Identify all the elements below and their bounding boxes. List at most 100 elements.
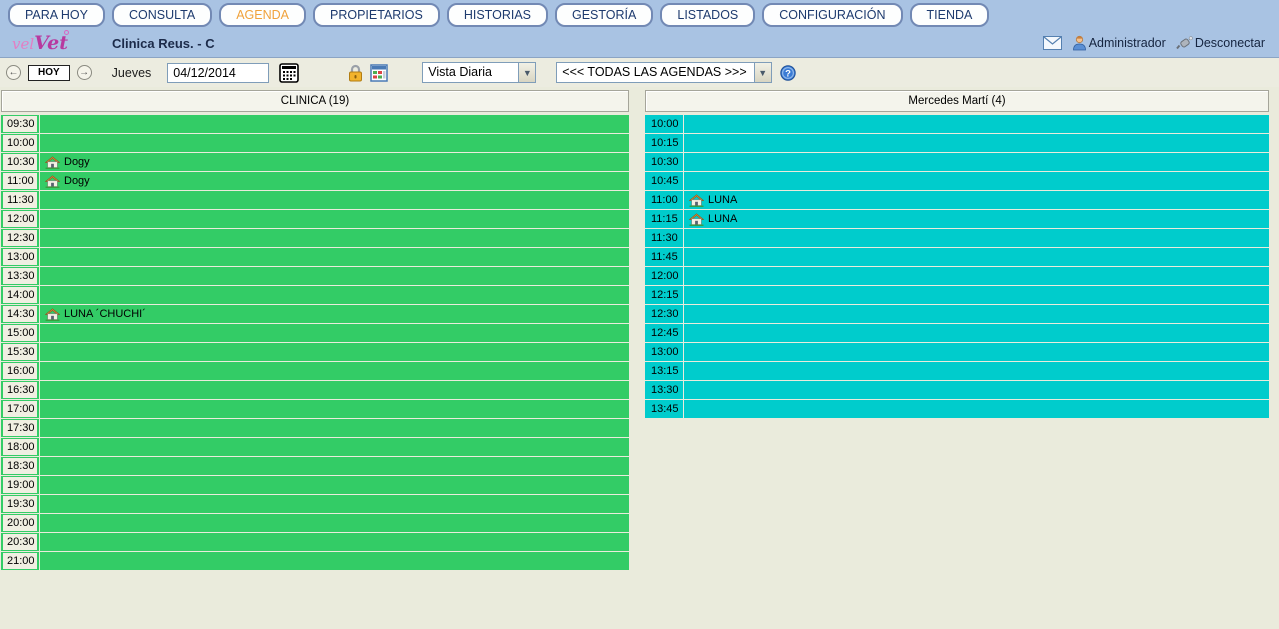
administrator-label[interactable]: Administrador: [1088, 36, 1166, 50]
clinic-title: Clinica Reus. - C: [112, 35, 215, 51]
nav-tab-historias[interactable]: HISTORIAS: [446, 2, 548, 27]
slot-content[interactable]: [39, 533, 629, 551]
slot-content[interactable]: LUNA ´CHUCHI´: [39, 305, 629, 323]
time-slot-row: 14:00: [1, 286, 629, 304]
slot-content[interactable]: [683, 115, 1269, 133]
slot-content[interactable]: LUNA: [683, 191, 1269, 209]
slot-content[interactable]: [683, 153, 1269, 171]
disconnect-button[interactable]: Desconectar: [1176, 35, 1265, 51]
time-slot-row: 11:30: [1, 191, 629, 209]
time-label: 10:30: [645, 153, 683, 171]
time-slot-row: 17:00: [1, 400, 629, 418]
time-label: 17:30: [1, 419, 39, 437]
slot-content[interactable]: [39, 552, 629, 570]
nav-tab-listados[interactable]: LISTADOS: [660, 2, 756, 27]
slot-content[interactable]: [683, 267, 1269, 285]
nav-tab-propietarios[interactable]: PROPIETARIOS: [313, 2, 440, 27]
time-slot-row: 14:30 LUNA ´CHUCHI´: [1, 305, 629, 323]
slot-content[interactable]: [39, 381, 629, 399]
appointment-label[interactable]: Dogy: [64, 175, 90, 187]
slot-content[interactable]: [39, 362, 629, 380]
slot-content[interactable]: [39, 248, 629, 266]
slot-content[interactable]: [683, 248, 1269, 266]
nav-tab-consulta[interactable]: CONSULTA: [111, 2, 213, 27]
slot-content[interactable]: [39, 476, 629, 494]
slot-content[interactable]: [39, 343, 629, 361]
agenda-filter-value: <<< TODAS LAS AGENDAS >>>: [562, 65, 747, 79]
time-label: 11:30: [645, 229, 683, 247]
slot-content[interactable]: [683, 229, 1269, 247]
slot-content[interactable]: [683, 286, 1269, 304]
planning-grid-icon[interactable]: [370, 63, 389, 82]
slot-content[interactable]: [39, 514, 629, 532]
slot-content[interactable]: [39, 210, 629, 228]
chevron-down-icon[interactable]: ▼: [518, 63, 536, 82]
nav-tab-agenda[interactable]: AGENDA: [219, 2, 306, 27]
slot-content[interactable]: [683, 134, 1269, 152]
view-mode-select[interactable]: Vista Diaria ▼: [422, 62, 537, 83]
slot-content[interactable]: [683, 381, 1269, 399]
slot-content[interactable]: [39, 324, 629, 342]
time-label: 12:30: [645, 305, 683, 323]
administrator-user[interactable]: Administrador: [1072, 35, 1166, 51]
time-label: 09:30: [1, 115, 39, 133]
slot-content[interactable]: [39, 229, 629, 247]
slot-content[interactable]: [39, 115, 629, 133]
time-slot-row: 12:30: [645, 305, 1269, 323]
slot-content[interactable]: [683, 362, 1269, 380]
time-slot-row: 13:00: [645, 343, 1269, 361]
time-label: 13:15: [645, 362, 683, 380]
slot-content[interactable]: [39, 267, 629, 285]
time-label: 16:00: [1, 362, 39, 380]
mail-icon[interactable]: [1042, 36, 1062, 50]
agenda-title: CLINICA (19): [1, 90, 629, 112]
appointment-label[interactable]: LUNA ´CHUCHI´: [64, 308, 146, 320]
slot-content[interactable]: [39, 191, 629, 209]
appointment-label[interactable]: LUNA: [708, 213, 738, 225]
time-label: 12:00: [645, 267, 683, 285]
previous-day-button[interactable]: ←: [6, 65, 21, 80]
slot-content[interactable]: [683, 343, 1269, 361]
today-button[interactable]: HOY: [28, 64, 70, 81]
lock-icon[interactable]: [347, 64, 364, 82]
slot-content[interactable]: [683, 400, 1269, 418]
house-icon: [689, 193, 704, 207]
slot-content[interactable]: Dogy: [39, 153, 629, 171]
slot-content[interactable]: [39, 134, 629, 152]
nav-tab-tienda[interactable]: TIENDA: [909, 2, 990, 27]
slot-content[interactable]: [39, 419, 629, 437]
appointment-label[interactable]: Dogy: [64, 156, 90, 168]
agenda-column: Mercedes Martí (4) 10:00 10:15 10:30 10:45 1…: [645, 90, 1269, 419]
help-icon[interactable]: ?: [779, 64, 796, 81]
time-slot-row: 10:00: [1, 134, 629, 152]
slot-content[interactable]: [39, 438, 629, 456]
slot-content[interactable]: [39, 495, 629, 513]
time-slot-row: 20:30: [1, 533, 629, 551]
slot-content[interactable]: LUNA: [683, 210, 1269, 228]
slot-content[interactable]: [39, 286, 629, 304]
agenda-filter-select[interactable]: <<< TODAS LAS AGENDAS >>> ▼: [556, 62, 772, 83]
time-label: 15:30: [1, 343, 39, 361]
chevron-down-icon[interactable]: ▼: [753, 63, 771, 82]
disconnect-label[interactable]: Desconectar: [1194, 36, 1265, 50]
slot-content[interactable]: [683, 172, 1269, 190]
time-label: 10:30: [1, 153, 39, 171]
slot-content[interactable]: [39, 457, 629, 475]
appointment-label[interactable]: LUNA: [708, 194, 738, 206]
disconnect-icon: [1176, 36, 1193, 50]
nav-tab-para-hoy[interactable]: PARA HOY: [8, 2, 105, 27]
calendar-picker-icon[interactable]: [279, 62, 300, 83]
house-icon: [45, 174, 60, 188]
slot-content[interactable]: [683, 324, 1269, 342]
slot-content[interactable]: [39, 400, 629, 418]
time-slot-row: 18:00: [1, 438, 629, 456]
nav-tab-configuración[interactable]: CONFIGURACIÓN: [762, 2, 903, 27]
slot-content[interactable]: Dogy: [39, 172, 629, 190]
time-label: 13:30: [645, 381, 683, 399]
agenda-rows: 10:00 10:15 10:30 10:45 11:00 LUNA 11:15 LUNA 11…: [645, 115, 1269, 419]
next-day-button[interactable]: →: [76, 65, 92, 80]
time-slot-row: 10:30: [645, 153, 1269, 171]
date-input[interactable]: [167, 62, 270, 83]
nav-tab-gestoría[interactable]: GESTORÍA: [555, 2, 654, 27]
slot-content[interactable]: [683, 305, 1269, 323]
